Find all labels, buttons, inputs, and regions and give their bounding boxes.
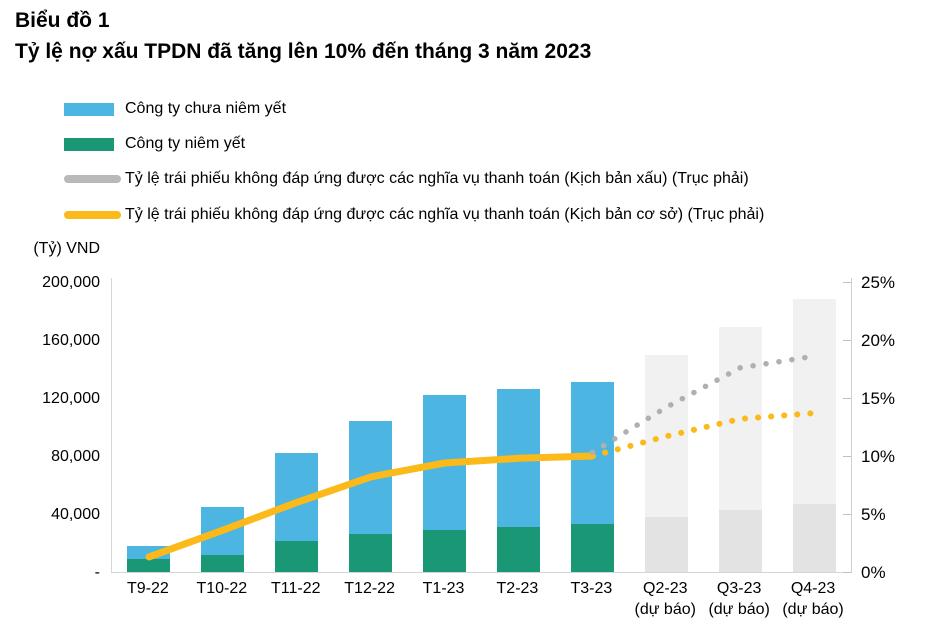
x-axis-label: T3-23 <box>570 580 613 597</box>
left-axis-tick-label: 40,000 <box>51 505 100 523</box>
bar-segment <box>792 503 836 572</box>
right-axis-tick-mark <box>843 340 851 341</box>
right-axis-tick-label: 10% <box>861 446 896 466</box>
bar-segment <box>644 516 688 572</box>
line-base-scenario-forecast <box>589 410 818 459</box>
legend-item-listed: Công ty niêm yết <box>64 135 245 153</box>
x-axis-label: T9-22 <box>127 580 169 597</box>
legend-label-bad-scenario: Tỷ lệ trái phiếu không đáp ứng được các … <box>125 170 749 187</box>
x-axis-label: T2-23 <box>496 580 539 597</box>
legend-item-unlisted: Công ty chưa niêm yết <box>64 100 286 118</box>
bar-segment <box>275 540 319 572</box>
line-base-scenario <box>145 452 596 561</box>
legend-label-listed: Công ty niêm yết <box>125 135 246 152</box>
legend-item-bad-scenario: Tỷ lệ trái phiếu không đáp ứng được các … <box>64 170 749 188</box>
right-axis-tick-mark <box>843 282 851 283</box>
bar-segment <box>423 529 467 572</box>
bar-segment <box>127 558 171 572</box>
legend-label-base-scenario: Tỷ lệ trái phiếu không đáp ứng được các … <box>125 206 765 223</box>
x-axis-label: T12-22 <box>344 580 395 597</box>
legend-swatch-listed <box>64 137 122 151</box>
bar-segment <box>718 326 762 510</box>
right-axis-tick-mark <box>843 572 851 573</box>
chart-title-line2: Tỷ lệ nợ xấu TPDN đã tăng lên 10% đến th… <box>15 40 592 63</box>
x-axis-label: T11-22 <box>270 580 321 597</box>
right-axis-tick-mark <box>843 456 851 457</box>
right-axis-tick-label: 0% <box>861 562 886 582</box>
legend-item-base-scenario: Tỷ lệ trái phiếu không đáp ứng được các … <box>64 206 764 224</box>
line-overlay <box>145 353 818 561</box>
left-axis-tick-label: 120,000 <box>42 389 100 407</box>
x-axis-label: T10-22 <box>196 580 248 597</box>
left-axis-unit-label: (Tỷ) VND <box>33 240 100 257</box>
right-axis-tick-mark <box>843 514 851 515</box>
x-axis-label: Q4-23 (dự báo) <box>782 580 844 618</box>
bar-segment <box>201 554 245 572</box>
left-axis-tick-label: 80,000 <box>51 447 100 465</box>
legend-swatch-unlisted <box>64 102 122 116</box>
line-bad-scenario-forecast <box>589 353 817 456</box>
bar-segment <box>496 527 540 572</box>
right-axis-tick-mark <box>843 398 851 399</box>
chart-title-line1: Biểu đồ 1 <box>15 9 110 32</box>
right-axis-tick-label: 25% <box>861 272 896 292</box>
legend-swatch-bad-scenario <box>64 175 122 183</box>
left-axis-tick-label: - <box>94 563 100 581</box>
bar-segment <box>718 509 762 572</box>
left-axis-tick-label: 200,000 <box>42 273 100 291</box>
bar-segment <box>792 299 836 504</box>
right-axis-tick-label: 15% <box>861 388 896 408</box>
bar-segment <box>349 534 393 572</box>
legend-swatch-base-scenario <box>64 211 122 219</box>
left-axis-tick-label: 160,000 <box>42 331 100 349</box>
right-axis-tick-label: 5% <box>861 504 886 524</box>
right-axis-tick-label: 20% <box>861 330 896 350</box>
chart-title: Biểu đồ 1 Tỷ lệ nợ xấu TPDN đã tăng lên 1… <box>15 5 591 67</box>
x-axis-label: Q2-23 (dự báo) <box>634 580 696 618</box>
x-axis-label: T1-23 <box>422 580 465 597</box>
legend-label-unlisted: Công ty chưa niêm yết <box>125 100 287 117</box>
x-axis-label: Q3-23 (dự báo) <box>708 580 770 618</box>
bar-segment <box>570 524 614 572</box>
plot-area <box>111 278 852 573</box>
